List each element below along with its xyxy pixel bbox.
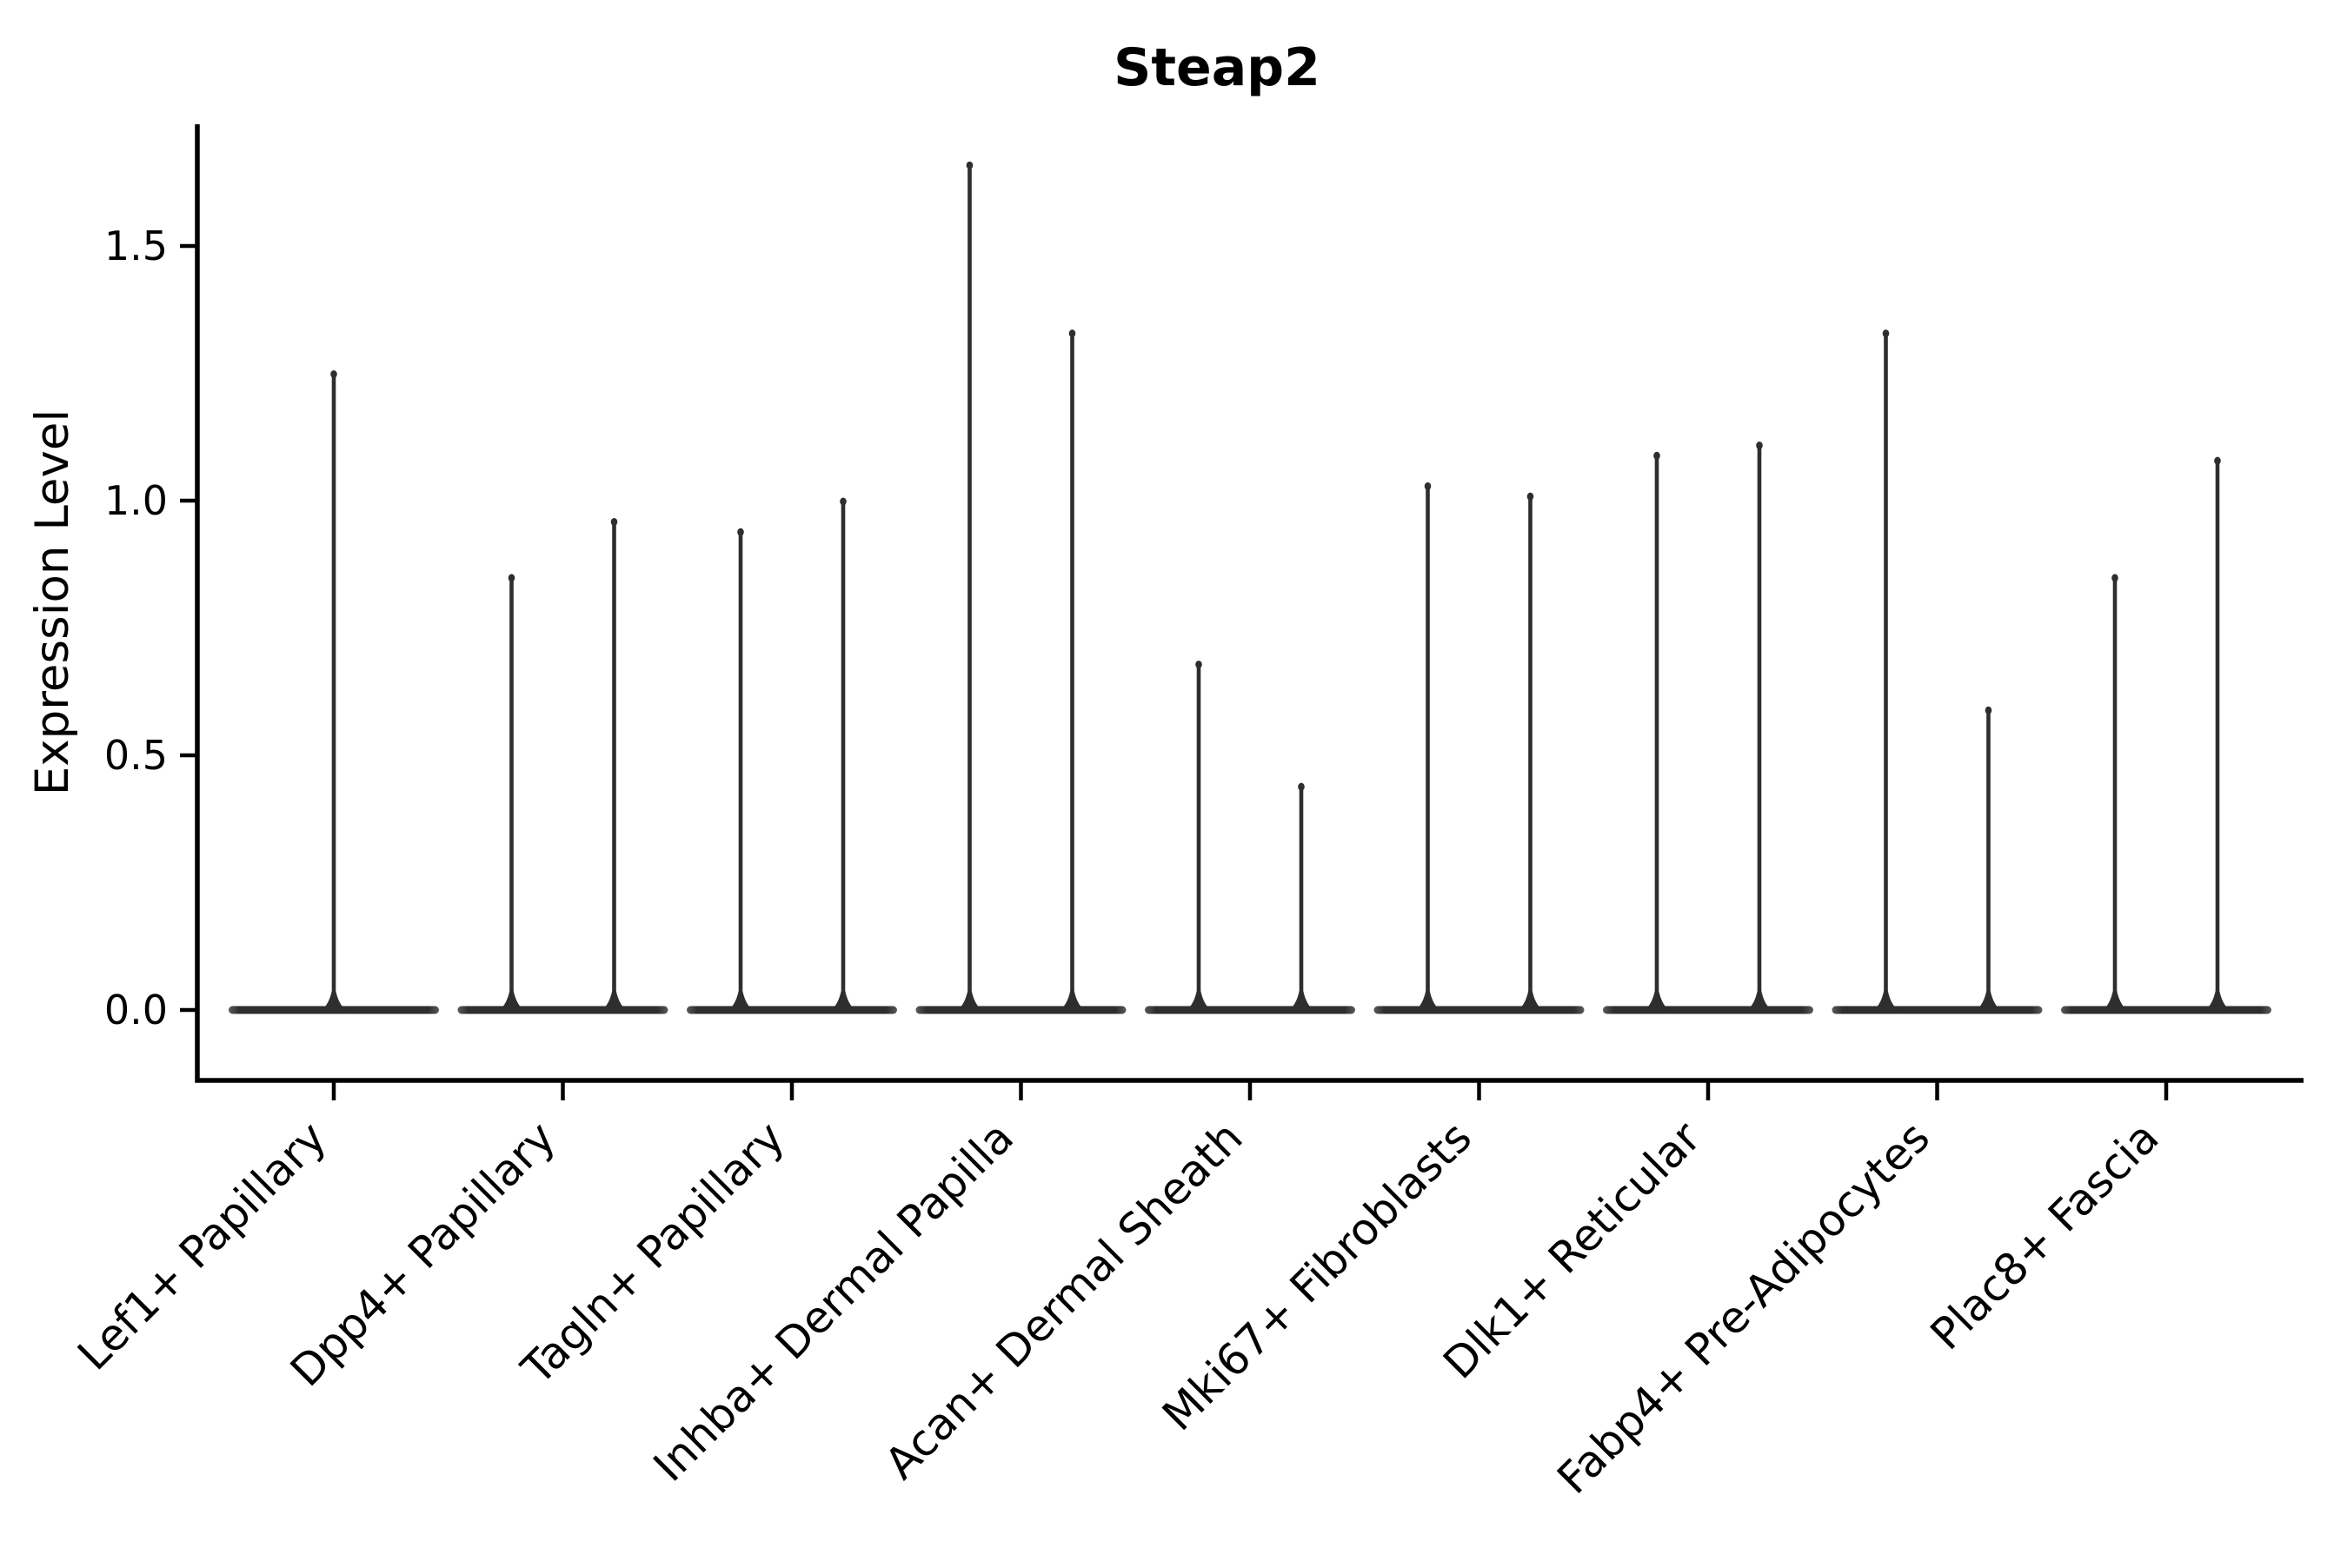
violins-group <box>229 161 2271 1014</box>
violin-tip <box>1756 442 1763 450</box>
violin <box>1057 330 1087 1012</box>
violin-tip <box>966 161 974 169</box>
violin-tip <box>1068 329 1076 338</box>
y-tick-label: 0.0 <box>104 987 168 1033</box>
violin-tip <box>1985 706 1992 714</box>
y-tick-label: 1.0 <box>104 477 168 524</box>
violin <box>828 499 858 1012</box>
x-tick-label: Lef1+ Papillary <box>68 1112 336 1379</box>
violin <box>319 371 349 1012</box>
violin <box>1745 442 1774 1012</box>
violin-tip <box>330 370 337 378</box>
violin <box>1287 784 1316 1012</box>
violin-tip <box>840 497 847 506</box>
violin-tip <box>1195 661 1202 669</box>
violin-base <box>1603 1006 1813 1014</box>
violin <box>1515 494 1546 1012</box>
violin <box>496 575 527 1012</box>
violin <box>726 529 755 1012</box>
violin-base <box>1145 1006 1355 1014</box>
y-axis-label: Expression Level <box>26 409 79 795</box>
violin-base <box>2061 1006 2271 1014</box>
violin-tip <box>2214 456 2221 465</box>
violin-base <box>1832 1006 2043 1014</box>
violin-base <box>915 1006 1127 1014</box>
violin-tip <box>2111 574 2118 582</box>
violin <box>1184 661 1213 1012</box>
y-tick-label: 0.5 <box>104 732 168 779</box>
violin-tip <box>1882 329 1890 338</box>
violin <box>2100 575 2130 1012</box>
violin <box>1413 483 1443 1012</box>
violin-tip <box>1653 451 1660 460</box>
plot-title: Steap2 <box>1114 37 1320 98</box>
violin-tip <box>1526 492 1534 501</box>
violin-base <box>1373 1006 1585 1014</box>
violin <box>1871 330 1901 1012</box>
y-axis-ticks: 0.0 0.5 1.0 1.5 <box>104 223 197 1033</box>
violin-base <box>687 1006 897 1014</box>
violin-tip <box>1424 482 1432 490</box>
violin <box>1642 453 1672 1012</box>
violin-tip <box>610 517 618 526</box>
y-tick-label: 1.5 <box>104 223 168 269</box>
x-tick-label: Plac8+ Fascia <box>1921 1112 2169 1359</box>
violin <box>954 163 985 1013</box>
x-tick-label: Fabp4+ Pre-Adipocytes <box>1547 1112 1939 1504</box>
violin-tip <box>737 528 744 536</box>
violin-base <box>457 1006 668 1014</box>
violin <box>1973 708 2004 1012</box>
axis-spines <box>195 124 2304 1083</box>
violin <box>2203 458 2232 1012</box>
violin-tip <box>508 574 515 582</box>
violin <box>599 519 629 1012</box>
violin-tip <box>1298 782 1305 791</box>
